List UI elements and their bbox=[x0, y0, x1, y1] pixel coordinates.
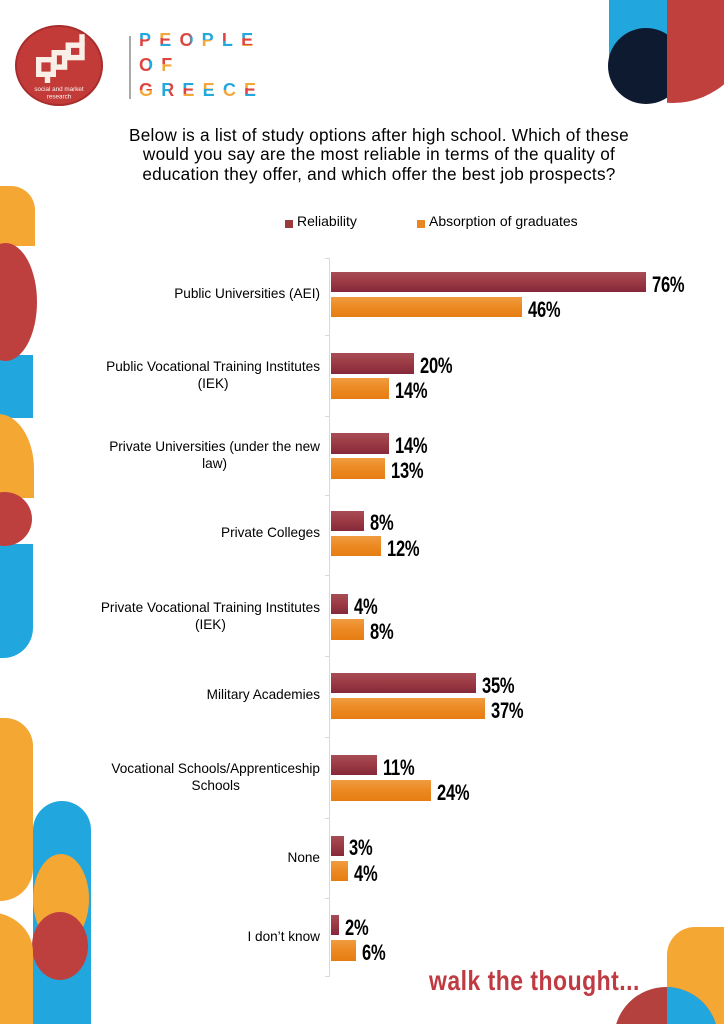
svg-text:social and market: social and market bbox=[34, 86, 84, 93]
svg-text:research: research bbox=[47, 94, 72, 101]
